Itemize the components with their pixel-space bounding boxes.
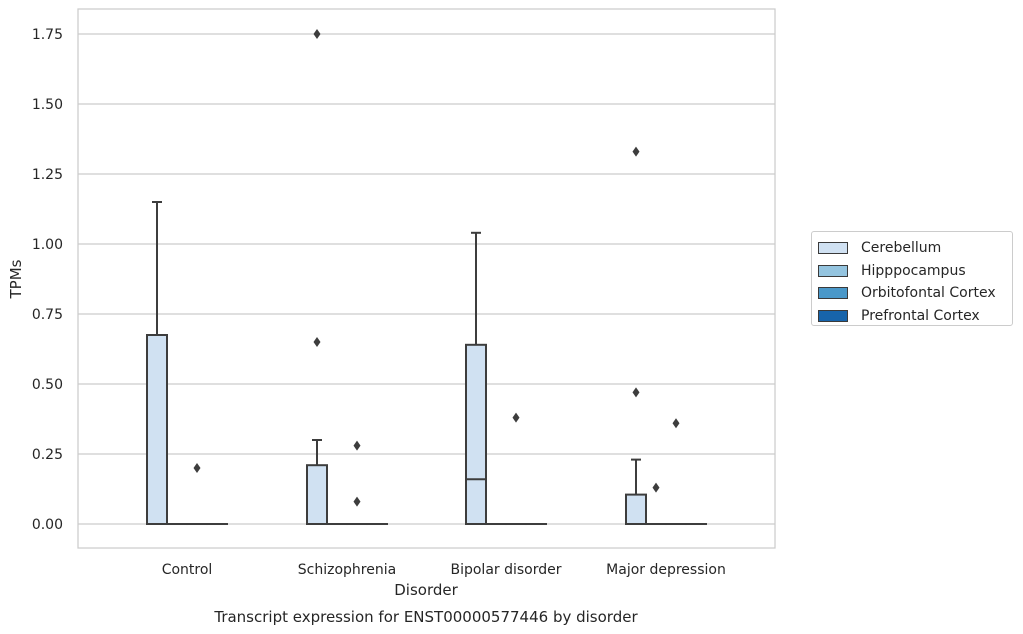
legend-label: Prefrontal Cortex: [861, 308, 980, 325]
y-tick-labels: 0.00 0.25 0.50 0.75 1.00 1.25 1.50 1.75: [32, 27, 63, 533]
legend-label: Hipppocampus: [861, 262, 966, 279]
legend-item: Cerebellum: [818, 237, 1012, 260]
box-group: [146, 201, 168, 525]
y-tick-label: 0.25: [32, 447, 63, 463]
box-body: [146, 334, 168, 525]
outlier-point: [193, 463, 201, 473]
legend-swatch: [818, 287, 848, 300]
x-tick-labels: Control Schizophrenia Bipolar disorder Majo…: [162, 562, 726, 578]
chart-title: Transcript expression for ENST0000057744…: [213, 608, 638, 626]
box-group: [346, 440, 368, 526]
gridlines: [78, 33, 775, 525]
outlier-point: [632, 387, 640, 398]
x-tick-label: Schizophrenia: [298, 562, 396, 578]
x-tick-label: Major depression: [606, 562, 726, 578]
box-group: [625, 146, 647, 526]
box-group: [505, 412, 527, 526]
box-group: [645, 482, 667, 526]
x-axis-label: Disorder: [394, 581, 458, 599]
legend-swatch: [818, 264, 848, 277]
box-group: [665, 418, 687, 526]
legend-label: Cerebellum: [861, 240, 942, 257]
outlier-point: [353, 496, 361, 507]
box-group: [186, 463, 208, 526]
legend-item: Prefrontal Cortex: [818, 305, 1012, 328]
y-tick-label: 1.50: [32, 97, 63, 113]
y-axis-label: TPMs: [7, 259, 25, 299]
plot-area-frame: [77, 8, 776, 549]
y-tick-label: 0.75: [32, 307, 63, 323]
legend-item: Hipppocampus: [818, 260, 1012, 283]
box-body: [306, 464, 328, 526]
outlier-point: [672, 418, 680, 429]
outlier-point: [652, 482, 660, 493]
box-group: [306, 29, 328, 526]
y-tick-label: 1.25: [32, 167, 63, 183]
outlier-point: [512, 412, 520, 423]
legend-swatch: [818, 242, 848, 255]
box-group: [465, 231, 487, 525]
legend-swatch: [818, 310, 848, 323]
x-tick-label: Bipolar disorder: [450, 562, 561, 578]
x-tick-label: Control: [162, 562, 213, 578]
y-tick-label: 1.75: [32, 27, 63, 43]
outlier-point: [353, 440, 361, 451]
y-tick-label: 0.50: [32, 377, 63, 393]
legend-item: Orbitofontal Cortex: [818, 282, 1012, 305]
y-tick-label: 0.00: [32, 517, 63, 533]
box-series: [146, 29, 707, 526]
y-tick-label: 1.00: [32, 237, 63, 253]
box-body: [465, 343, 487, 525]
legend-label: Orbitofontal Cortex: [861, 285, 996, 302]
outlier-point: [313, 29, 321, 39]
box-body: [625, 493, 647, 526]
outlier-point: [313, 337, 321, 347]
outlier-point: [632, 146, 640, 157]
legend: Cerebellum Hipppocampus Orbitofontal Corte…: [811, 231, 1013, 326]
